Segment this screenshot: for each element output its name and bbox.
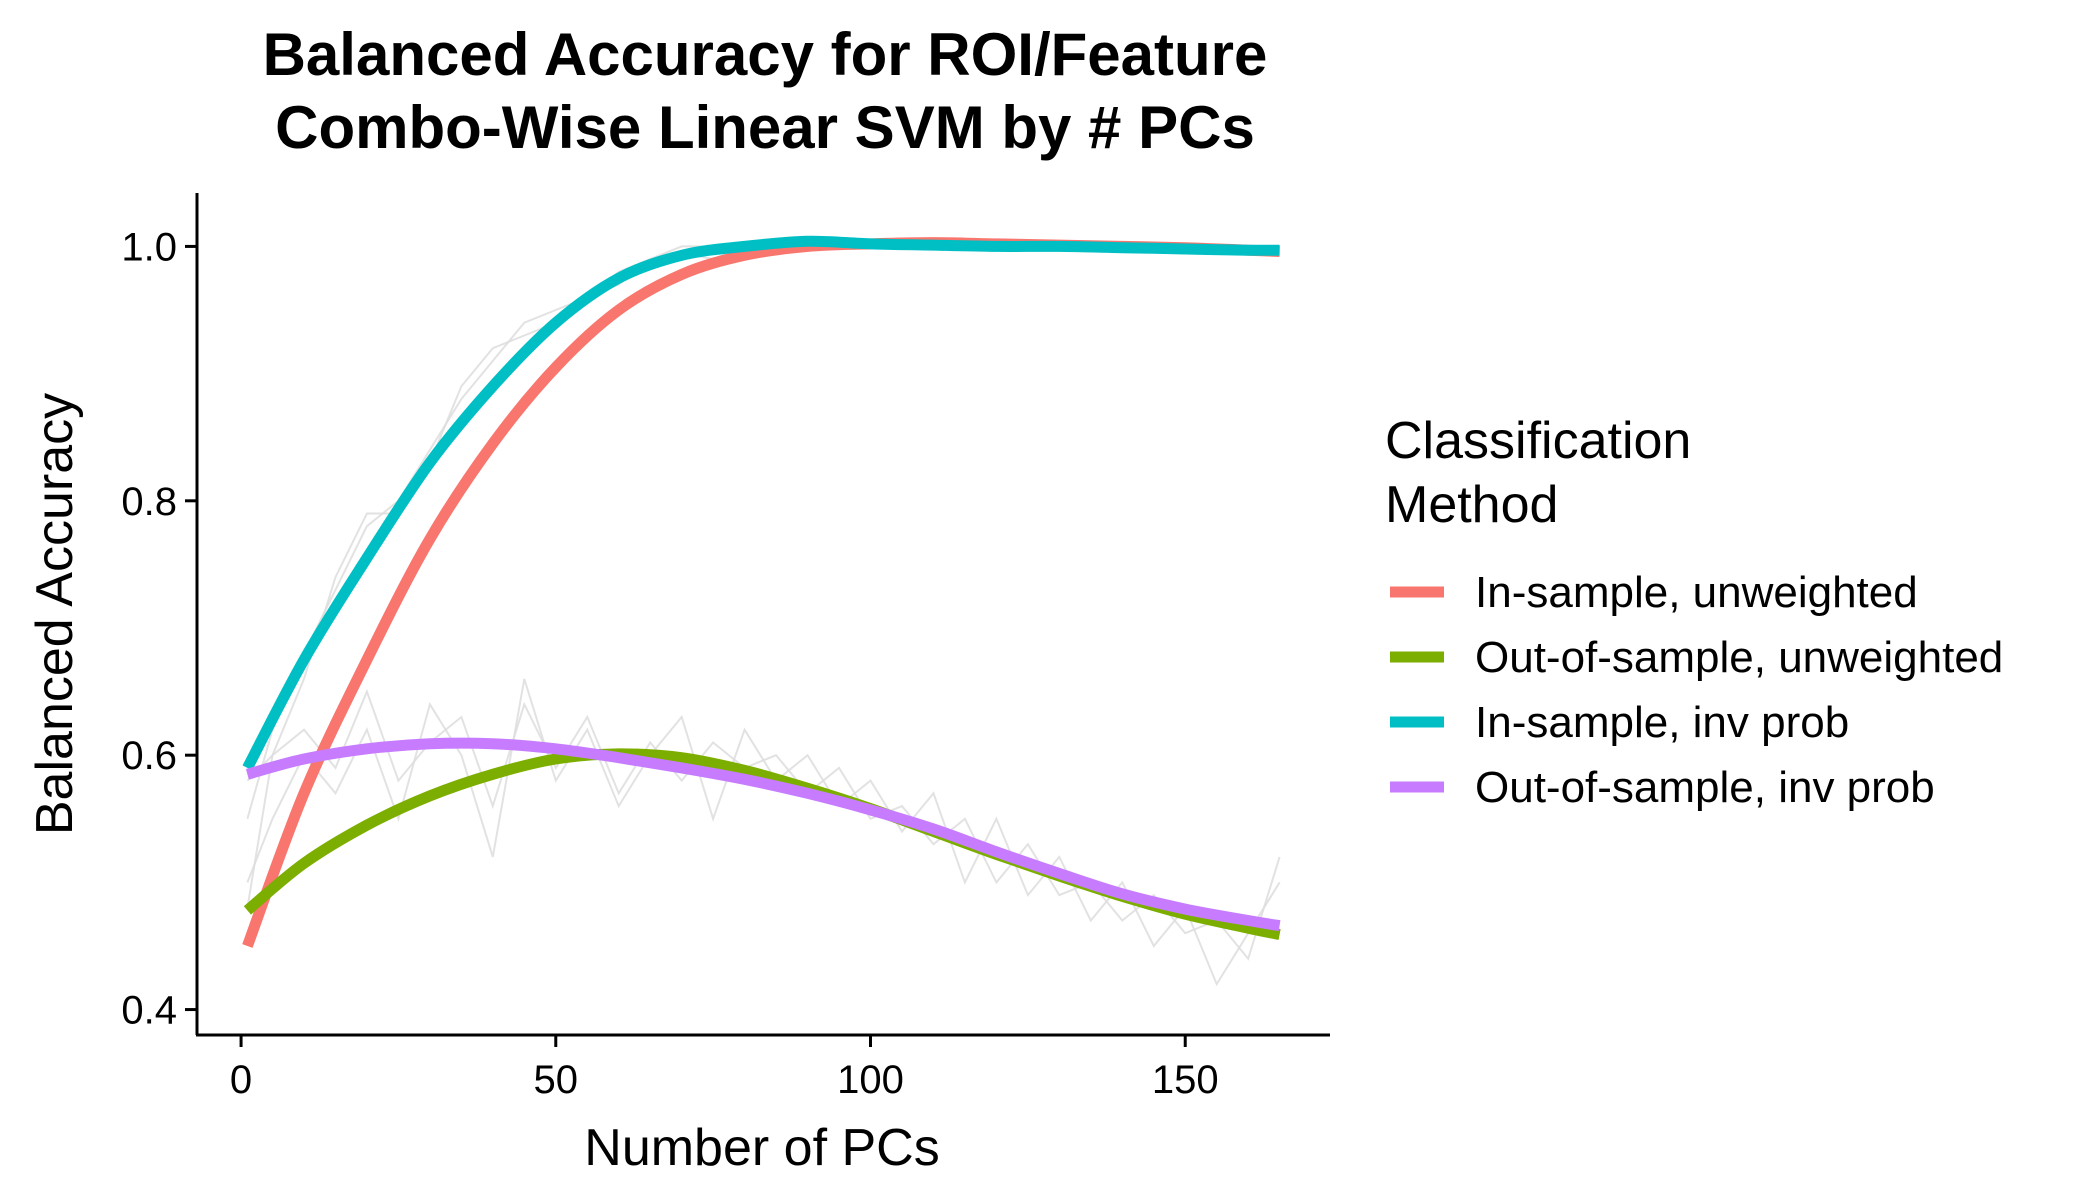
legend-label-0: In-sample, unweighted [1475, 568, 1918, 617]
series-line-2 [242, 235, 1280, 771]
y-tick-label: 0.4 [121, 989, 177, 1033]
legend-label-1: Out-of-sample, unweighted [1475, 633, 2003, 682]
smoothed-lines-group [242, 235, 1281, 948]
x-tick-label: 150 [1152, 1058, 1219, 1102]
y-ticks-group: 0.4 0.6 0.8 1.0 [121, 225, 197, 1033]
x-axis-title: Number of PCs [584, 1119, 939, 1177]
y-tick-label: 1.0 [121, 225, 177, 269]
raw-series-line-3 [246, 688, 1281, 961]
y-axis-title: Balanced Accuracy [26, 393, 84, 835]
series-line-0 [242, 237, 1280, 948]
chart-title-line-1: Balanced Accuracy for ROI/Feature [263, 21, 1268, 88]
x-ticks-group: 0 50 100 150 [230, 1035, 1219, 1102]
series-line-3 [245, 737, 1281, 932]
legend: Classification Method In-sample, unweigh… [1385, 412, 2003, 812]
raw-series-line-2 [246, 678, 1281, 987]
legend-items: In-sample, unweighted Out-of-sample, unwe… [1390, 568, 2003, 812]
y-tick-label: 0.8 [121, 480, 177, 524]
legend-title-line-2: Method [1385, 476, 1558, 534]
raw-series-line-1 [246, 245, 1280, 820]
x-tick-label: 50 [534, 1058, 579, 1102]
legend-title-line-1: Classification [1385, 412, 1691, 470]
y-tick-label: 0.6 [121, 734, 177, 778]
raw-lines-group [246, 245, 1281, 987]
chart-title-line-2: Combo-Wise Linear SVM by # PCs [275, 94, 1255, 161]
legend-label-2: In-sample, inv prob [1475, 698, 1849, 747]
legend-label-3: Out-of-sample, inv prob [1475, 763, 1935, 812]
x-tick-label: 100 [837, 1058, 904, 1102]
x-tick-label: 0 [230, 1058, 252, 1102]
